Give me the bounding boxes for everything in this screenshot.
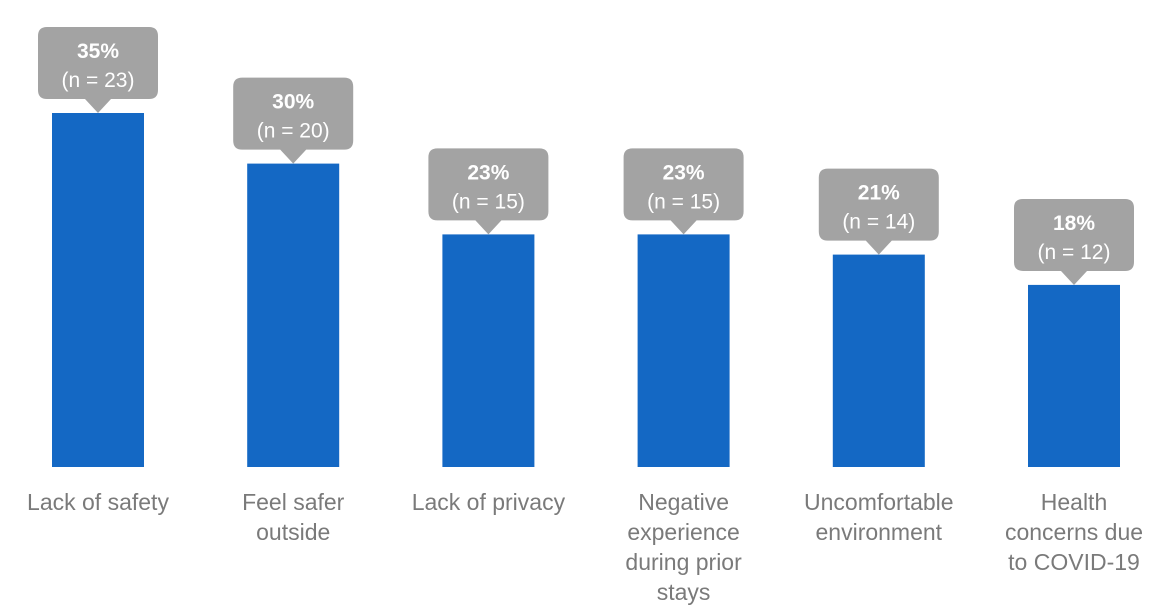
category-label-line: Uncomfortable: [804, 489, 954, 515]
callout-1: 35% (n = 23): [38, 27, 158, 113]
data-label-count: (n = 14): [842, 211, 915, 234]
category-label-line: Feel safer: [242, 489, 345, 515]
category-label-line: Lack of safety: [27, 489, 169, 515]
category-label-3: Lack of privacy: [412, 489, 566, 515]
data-label-count: (n = 15): [452, 190, 525, 213]
data-label-percent: 23%: [467, 161, 509, 184]
data-label-percent: 21%: [858, 182, 900, 205]
category-labels: Lack of safety Feel safer outside Lack of p…: [27, 489, 1143, 605]
category-label-line: during prior: [625, 549, 742, 575]
bar-5: [832, 254, 925, 467]
data-label-count: (n = 12): [1038, 241, 1111, 264]
data-label-count: (n = 23): [62, 69, 135, 92]
category-label-5: Uncomfortable environment: [804, 489, 954, 545]
callout-box: [428, 148, 549, 235]
data-label-percent: 35%: [77, 40, 119, 63]
callout-5: 21% (n = 14): [818, 168, 939, 255]
bar-1: [52, 113, 144, 467]
category-label-4: Negative experience during prior stays: [625, 489, 742, 605]
category-label-2: Feel safer outside: [242, 489, 345, 545]
data-label-percent: 23%: [663, 161, 705, 184]
category-label-1: Lack of safety: [27, 489, 169, 515]
data-label-callouts: 35% (n = 23) 30% (n = 20) 23% (n = 15) 23% (n =…: [38, 27, 1134, 285]
category-label-line: to COVID-19: [1008, 549, 1140, 575]
callout-box: [1014, 198, 1134, 285]
callout-box: [623, 148, 744, 235]
callout-box: [818, 168, 939, 255]
category-label-6: Health concerns due to COVID-19: [1005, 489, 1143, 575]
category-label-line: stays: [657, 579, 711, 605]
bar-3: [442, 234, 535, 467]
category-label-line: outside: [256, 519, 330, 545]
bar-2: [247, 163, 340, 467]
category-label-line: Health: [1041, 489, 1107, 515]
data-label-count: (n = 20): [257, 120, 330, 143]
bar-6: [1028, 284, 1120, 467]
callout-3: 23% (n = 15): [428, 148, 549, 235]
bar-4: [637, 234, 730, 467]
callout-box: [38, 27, 158, 113]
data-label-percent: 30%: [272, 91, 314, 114]
category-label-line: experience: [627, 519, 740, 545]
data-label-percent: 18%: [1053, 212, 1095, 235]
callout-4: 23% (n = 15): [623, 148, 744, 235]
category-label-line: environment: [816, 519, 943, 545]
callout-6: 18% (n = 12): [1014, 198, 1134, 285]
callout-2: 30% (n = 20): [233, 77, 354, 164]
category-label-line: Lack of privacy: [412, 489, 566, 515]
bars-group: [52, 113, 1120, 467]
data-label-count: (n = 15): [647, 190, 720, 213]
category-label-line: Negative: [638, 489, 729, 515]
category-label-line: concerns due: [1005, 519, 1143, 545]
callout-box: [233, 77, 354, 164]
